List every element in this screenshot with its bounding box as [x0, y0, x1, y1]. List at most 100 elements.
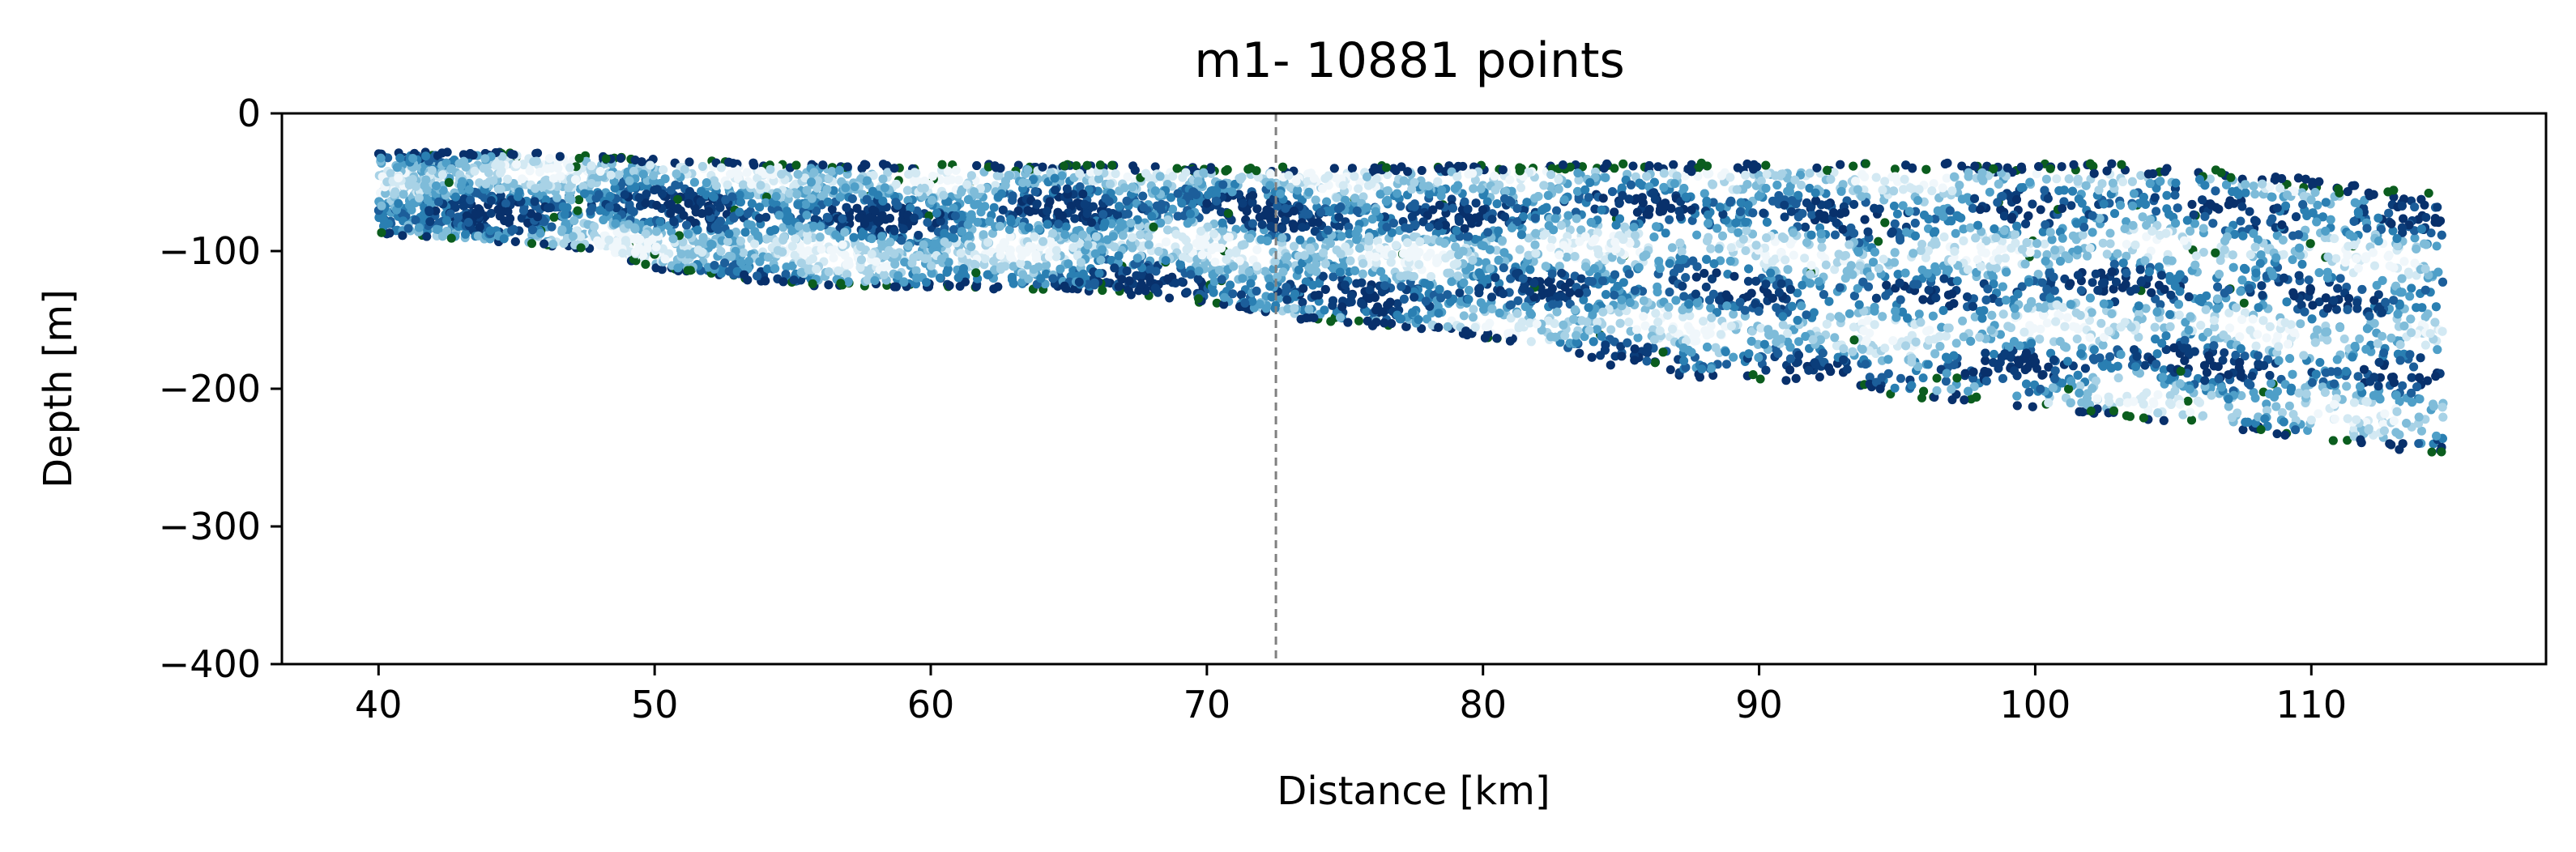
data-point — [1890, 164, 1900, 174]
data-point — [1298, 297, 1307, 307]
data-point — [1022, 260, 1032, 270]
data-point — [1990, 349, 1998, 359]
data-point — [2236, 216, 2245, 226]
data-point — [1492, 245, 1501, 255]
data-point — [1362, 307, 1371, 317]
data-point — [2037, 278, 2047, 288]
data-point — [2313, 200, 2322, 210]
data-point — [2247, 371, 2257, 381]
data-point — [2245, 207, 2254, 216]
data-point — [2220, 348, 2229, 357]
data-point — [1889, 201, 1899, 211]
data-point — [2140, 360, 2150, 370]
data-point — [2122, 217, 2131, 227]
data-point — [2210, 322, 2220, 332]
data-point — [2183, 396, 2193, 406]
data-point — [1706, 321, 1716, 330]
data-point — [1260, 266, 1270, 276]
data-point — [1248, 255, 1258, 265]
data-point — [1951, 228, 1960, 238]
data-point — [1798, 280, 1807, 290]
data-point — [1470, 175, 1480, 185]
data-point — [1536, 283, 1546, 293]
data-point — [386, 168, 395, 178]
data-point — [2052, 174, 2062, 184]
data-point — [2199, 248, 2208, 257]
data-point — [1469, 305, 1478, 314]
data-point — [2152, 207, 2161, 216]
data-point — [2320, 233, 2330, 242]
data-point — [1930, 214, 1940, 224]
data-point — [1665, 365, 1675, 374]
data-point — [1469, 313, 1478, 322]
data-point — [2073, 271, 2083, 280]
data-point — [1930, 349, 1940, 359]
data-point — [2335, 274, 2345, 283]
data-point — [2407, 283, 2416, 293]
data-point — [988, 228, 997, 238]
data-point — [2332, 305, 2341, 314]
data-point — [2032, 249, 2041, 259]
data-point — [2239, 298, 2249, 308]
data-point — [1741, 246, 1751, 255]
data-point — [1830, 265, 1840, 275]
data-point — [2389, 192, 2399, 202]
data-point — [1780, 212, 1789, 222]
data-point — [2314, 297, 2324, 307]
data-point — [1908, 164, 1917, 173]
data-point — [778, 223, 788, 232]
chart-title: m1- 10881 points — [1194, 32, 1625, 89]
data-point — [2349, 424, 2359, 434]
data-point — [2231, 350, 2241, 360]
data-point — [2315, 358, 2325, 367]
data-point — [2042, 318, 2052, 328]
data-point — [1831, 230, 1840, 240]
data-point — [2096, 318, 2106, 328]
data-point — [991, 181, 1000, 190]
data-point — [1881, 291, 1891, 300]
data-point — [1874, 236, 1883, 246]
data-point — [1042, 260, 1051, 270]
data-point — [2250, 394, 2260, 403]
data-point — [1459, 311, 1469, 321]
data-point — [2203, 327, 2213, 337]
data-point — [1554, 185, 1563, 194]
data-point — [2218, 356, 2228, 365]
data-point — [1794, 337, 1803, 347]
data-point — [2032, 364, 2042, 373]
data-point — [2388, 226, 2398, 236]
data-point — [1546, 181, 1555, 191]
data-point — [2314, 409, 2323, 419]
data-point — [1825, 313, 1835, 322]
data-point — [2142, 232, 2152, 241]
data-point — [2432, 241, 2442, 251]
data-point — [1005, 232, 1015, 241]
data-point — [1661, 228, 1670, 238]
data-point — [2036, 205, 2045, 215]
data-point — [1958, 316, 1968, 326]
data-point — [1989, 272, 1998, 282]
data-point — [1552, 206, 1561, 215]
data-point — [2297, 259, 2307, 269]
data-point — [2122, 391, 2132, 401]
data-point — [1579, 295, 1589, 305]
data-point — [1639, 312, 1648, 322]
data-point — [1722, 360, 1731, 369]
data-point — [1665, 215, 1674, 224]
data-point — [1996, 330, 2005, 339]
data-point — [2343, 436, 2352, 445]
data-point — [1606, 325, 1616, 334]
data-point — [1311, 259, 1321, 269]
data-point — [992, 171, 1002, 181]
data-point — [1957, 161, 1967, 171]
data-point — [2105, 239, 2115, 249]
data-point — [1685, 311, 1695, 321]
data-point — [1932, 373, 1942, 383]
data-point — [1729, 271, 1739, 281]
data-points — [373, 147, 2448, 457]
data-point — [1344, 222, 1354, 232]
data-point — [2353, 372, 2363, 381]
data-point — [1832, 341, 1841, 351]
